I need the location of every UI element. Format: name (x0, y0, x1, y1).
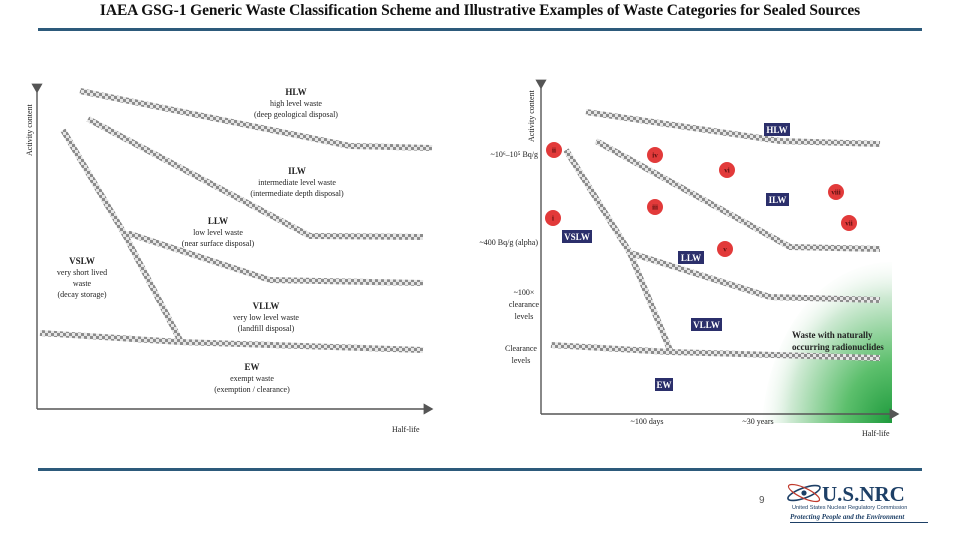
svg-text:v: v (723, 246, 727, 254)
left-llw-label: LLW low level waste (near surface dispos… (182, 216, 255, 248)
svg-text:low level waste: low level waste (193, 228, 243, 237)
x-tick-100-days: ~100 days (631, 417, 664, 426)
svg-text:vi: vi (724, 167, 730, 175)
nrc-atom-icon (787, 483, 821, 503)
source-vii-circle: vii (841, 215, 857, 231)
svg-text:very low level waste: very low level waste (233, 313, 299, 322)
svg-text:vii: vii (845, 220, 852, 228)
y-tick-100x-clearance: ~100× clearance levels (509, 288, 540, 321)
svg-text:i: i (552, 215, 554, 223)
right-boundaries (550, 109, 881, 361)
svg-text:~100×: ~100× (514, 288, 535, 297)
bottom-divider (38, 468, 922, 471)
svg-text:EW: EW (656, 380, 671, 390)
norm-label: Waste with naturally occurring radionucl… (792, 330, 884, 352)
svg-text:levels: levels (512, 356, 531, 365)
svg-text:(landfill disposal): (landfill disposal) (238, 324, 295, 333)
right-vllw-box: VLLW (691, 318, 722, 331)
left-hlw-label: HLW high level waste (deep geological di… (254, 87, 338, 119)
left-x-axis-label: Half-life (392, 425, 420, 434)
right-llw-box: LLW (678, 251, 704, 264)
svg-text:clearance: clearance (509, 300, 540, 309)
svg-text:(deep geological disposal): (deep geological disposal) (254, 110, 338, 119)
left-y-axis-label: Activity content (25, 103, 34, 156)
svg-text:ILW: ILW (288, 166, 306, 176)
source-v-circle: v (717, 241, 733, 257)
source-ii-circle: ii (546, 142, 562, 158)
right-y-axis-label: Activity content (527, 89, 536, 142)
nrc-name: U.S.NRC (822, 482, 905, 506)
left-diagram: Activity content Half-life HLW high leve… (25, 83, 434, 434)
nrc-logo: U.S.NRC United States Nuclear Regulatory… (782, 480, 932, 524)
x-tick-30-years: ~30 years (742, 417, 773, 426)
svg-text:viii: viii (831, 189, 840, 197)
source-i-circle: i (545, 210, 561, 226)
svg-text:iii: iii (652, 204, 658, 212)
svg-text:(exemption / clearance): (exemption / clearance) (214, 385, 290, 394)
right-ew-box: EW (655, 378, 673, 391)
nrc-subtitle: United States Nuclear Regulatory Commiss… (792, 505, 908, 511)
svg-text:VSLW: VSLW (69, 256, 95, 266)
svg-text:intermediate level waste: intermediate level waste (258, 178, 336, 187)
source-iii-circle: iii (647, 199, 663, 215)
left-vllw-label: VLLW very low level waste (landfill disp… (233, 301, 299, 333)
right-hlw-box: HLW (764, 123, 790, 136)
svg-text:waste: waste (73, 279, 92, 288)
left-ew-label: EW exempt waste (exemption / clearance) (214, 362, 290, 394)
svg-text:levels: levels (515, 312, 534, 321)
right-ilw-box: ILW (766, 193, 789, 206)
svg-text:ILW: ILW (769, 195, 787, 205)
top-divider (38, 28, 922, 31)
svg-text:ii: ii (552, 147, 556, 155)
source-viii-circle: viii (828, 184, 844, 200)
svg-text:LLW: LLW (208, 216, 228, 226)
nrc-tagline: Protecting People and the Environment (790, 513, 905, 521)
source-iv-circle: iv (647, 147, 663, 163)
svg-text:iv: iv (652, 152, 658, 160)
svg-text:(decay storage): (decay storage) (57, 290, 106, 299)
svg-text:high level waste: high level waste (270, 99, 322, 108)
right-x-axis-label: Half-life (862, 429, 890, 438)
left-ilw-label: ILW intermediate level waste (intermedia… (250, 166, 344, 198)
left-vslw-label: VSLW very short lived waste (decay stora… (57, 256, 107, 299)
svg-text:(near surface disposal): (near surface disposal) (182, 239, 255, 248)
svg-text:occurring radionuclides: occurring radionuclides (792, 342, 884, 352)
svg-text:VSLW: VSLW (564, 232, 590, 242)
y-tick-clearance: Clearance levels (505, 344, 537, 365)
y-tick-alpha: ~400 Bq/g (alpha) (479, 238, 538, 247)
page-number: 9 (759, 495, 765, 506)
left-boundaries (39, 88, 433, 353)
svg-text:Clearance: Clearance (505, 344, 537, 353)
svg-text:LLW: LLW (681, 253, 701, 263)
svg-text:HLW: HLW (766, 125, 787, 135)
nrc-underline (790, 522, 928, 523)
right-diagram: Activity content Half-life ~10⁶–10⁵ Bq/g… (479, 79, 900, 438)
svg-text:exempt waste: exempt waste (230, 374, 274, 383)
svg-text:Waste with naturally: Waste with naturally (792, 330, 873, 340)
svg-text:VLLW: VLLW (253, 301, 280, 311)
svg-text:HLW: HLW (285, 87, 306, 97)
source-vi-circle: vi (719, 162, 735, 178)
y-tick-bqg: ~10⁶–10⁵ Bq/g (491, 150, 538, 159)
svg-text:very short lived: very short lived (57, 268, 107, 277)
svg-text:VLLW: VLLW (693, 320, 720, 330)
slide-title: IAEA GSG-1 Generic Waste Classification … (99, 2, 861, 19)
right-vslw-box: VSLW (562, 230, 592, 243)
svg-text:EW: EW (244, 362, 259, 372)
svg-text:(intermediate depth disposal): (intermediate depth disposal) (250, 189, 344, 198)
